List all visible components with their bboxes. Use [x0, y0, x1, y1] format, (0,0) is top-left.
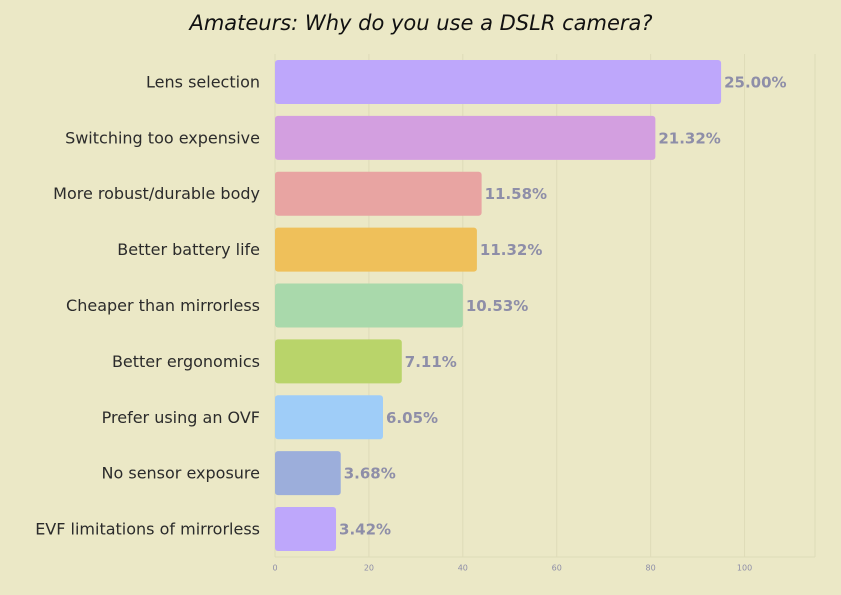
- value-label: 11.58%: [485, 185, 547, 203]
- bar: [275, 507, 337, 552]
- bar: [275, 395, 383, 440]
- y-tick-label: Switching too expensive: [65, 128, 260, 147]
- bar: [275, 59, 722, 104]
- value-label: 10.53%: [466, 297, 528, 315]
- value-label: 7.11%: [405, 353, 457, 371]
- y-tick-label: More robust/durable body: [53, 184, 260, 203]
- y-tick-label: Lens selection: [146, 72, 260, 91]
- value-label: 3.42%: [339, 521, 391, 539]
- chart-title: Amateurs: Why do you use a DSLR camera?: [187, 11, 652, 35]
- x-tick-label: 0: [272, 564, 277, 573]
- bar: [275, 171, 482, 216]
- value-label: 21.32%: [658, 129, 720, 147]
- value-label: 3.68%: [344, 465, 396, 483]
- x-tick-label: 80: [646, 564, 656, 573]
- y-tick-label: Cheaper than mirrorless: [66, 296, 260, 315]
- y-tick-label: Better ergonomics: [112, 352, 260, 371]
- bar: [275, 283, 463, 328]
- y-tick-label: No sensor exposure: [102, 464, 260, 483]
- y-tick-label: EVF limitations of mirrorless: [35, 520, 260, 539]
- x-tick-label: 60: [552, 564, 562, 573]
- value-label: 6.05%: [386, 409, 438, 427]
- bar: [275, 227, 477, 272]
- bar: [275, 115, 656, 160]
- value-label: 25.00%: [724, 73, 786, 91]
- x-tick-label: 20: [364, 564, 374, 573]
- y-tick-label: Better battery life: [117, 240, 260, 259]
- value-label: 11.32%: [480, 241, 542, 259]
- bar: [275, 339, 402, 384]
- y-tick-label: Prefer using an OVF: [102, 408, 260, 427]
- bar: [275, 451, 341, 496]
- x-tick-label: 100: [737, 564, 752, 573]
- x-tick-label: 40: [458, 564, 468, 573]
